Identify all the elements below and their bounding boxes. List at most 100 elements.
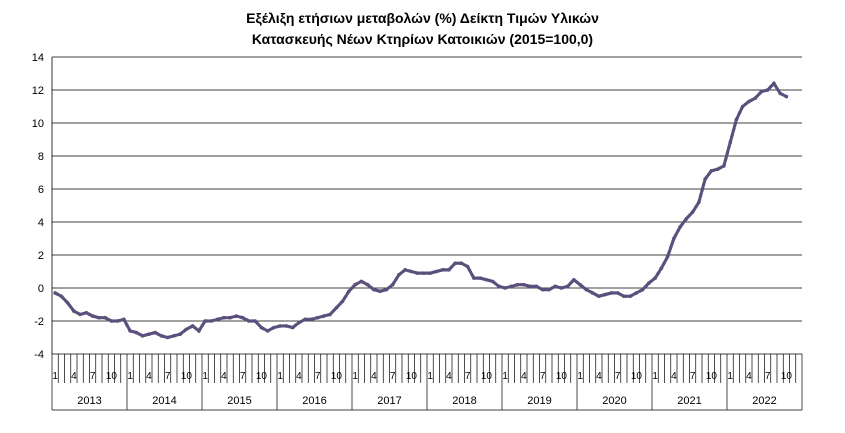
x-tick-label: 4 xyxy=(746,371,752,382)
data-point xyxy=(309,317,314,322)
y-tick-label: 4 xyxy=(38,217,44,229)
data-point xyxy=(59,294,64,299)
data-point xyxy=(509,284,514,289)
data-point xyxy=(547,287,551,292)
x-tick-label: 4 xyxy=(671,371,677,382)
data-point xyxy=(422,271,426,275)
x-tick-label: 10 xyxy=(556,371,568,382)
chart-subtitle: Κατασκευής Νέων Κτηρίων Κατοικιών (2015=… xyxy=(251,31,594,47)
year-label: 2016 xyxy=(302,395,326,407)
x-tick-label: 1 xyxy=(427,371,433,382)
data-point xyxy=(172,334,176,338)
data-point xyxy=(372,287,376,292)
data-point xyxy=(678,225,682,229)
data-point xyxy=(390,282,395,287)
data-point xyxy=(697,200,701,204)
data-point xyxy=(434,269,439,274)
data-point xyxy=(478,276,482,280)
data-point xyxy=(184,327,189,332)
data-point xyxy=(665,254,670,259)
x-tick-label: 7 xyxy=(240,371,246,382)
x-tick-label: 1 xyxy=(277,371,283,382)
data-point xyxy=(565,284,570,289)
data-point xyxy=(97,315,101,320)
x-tick-label: 10 xyxy=(706,371,718,382)
data-point xyxy=(597,294,601,299)
y-tick-label: -2 xyxy=(34,316,44,328)
data-point xyxy=(428,271,432,275)
x-tick-label: 10 xyxy=(406,371,418,382)
data-point xyxy=(53,291,57,295)
chart-title: Εξέλιξη ετήσιων μεταβολών (%) Δείκτη Τιμ… xyxy=(246,10,599,26)
data-point xyxy=(628,294,632,299)
x-tick-label: 7 xyxy=(90,371,96,382)
data-point xyxy=(709,169,714,173)
data-point xyxy=(747,99,751,104)
data-point xyxy=(522,282,526,287)
data-point xyxy=(572,277,576,282)
data-point xyxy=(190,324,195,328)
data-point xyxy=(734,117,739,122)
data-point xyxy=(353,282,357,287)
series-line xyxy=(53,80,788,340)
data-point xyxy=(684,216,689,221)
y-tick-label: 14 xyxy=(32,52,44,64)
data-point xyxy=(784,94,789,99)
y-tick-label: 6 xyxy=(38,184,44,196)
data-point xyxy=(284,324,289,328)
data-point xyxy=(653,276,657,280)
x-tick-label: 10 xyxy=(181,371,193,382)
data-point xyxy=(259,325,264,330)
data-point xyxy=(222,315,226,320)
x-tick-label: 4 xyxy=(371,371,377,382)
data-point xyxy=(659,266,664,271)
data-point xyxy=(590,291,595,295)
data-point xyxy=(340,299,345,304)
y-tick-label: 2 xyxy=(38,250,44,262)
x-tick-label: 7 xyxy=(690,371,696,382)
data-point xyxy=(409,269,414,274)
data-point xyxy=(84,310,89,315)
data-point xyxy=(109,319,114,323)
x-tick-label: 7 xyxy=(615,371,621,382)
data-point xyxy=(178,332,182,337)
x-tick-label: 10 xyxy=(631,371,643,382)
x-tick-label: 7 xyxy=(465,371,471,382)
data-point xyxy=(234,314,239,318)
data-point xyxy=(209,319,214,323)
data-point xyxy=(159,334,164,338)
data-point xyxy=(584,287,589,292)
data-point xyxy=(128,329,132,333)
y-tick-label: 8 xyxy=(38,151,44,163)
x-tick-label: 10 xyxy=(781,371,793,382)
gridlines xyxy=(51,56,802,355)
data-point xyxy=(703,177,707,181)
year-label: 2017 xyxy=(377,395,401,407)
x-tick-label: 1 xyxy=(352,371,358,382)
data-point xyxy=(334,306,339,310)
data-point xyxy=(384,287,389,292)
data-point xyxy=(203,319,207,323)
data-point xyxy=(365,282,370,287)
data-point xyxy=(497,284,501,289)
year-label: 2013 xyxy=(77,395,101,407)
x-tick-label: 10 xyxy=(256,371,268,382)
year-label: 2022 xyxy=(752,395,776,407)
data-point xyxy=(347,289,351,294)
x-tick-label: 4 xyxy=(446,371,452,382)
data-point xyxy=(247,319,251,323)
data-point xyxy=(559,286,564,290)
data-point xyxy=(153,330,157,335)
data-point xyxy=(147,332,151,337)
x-tick-label: 1 xyxy=(652,371,658,382)
x-tick-label: 1 xyxy=(52,371,58,382)
data-point xyxy=(715,167,720,171)
x-tick-label: 4 xyxy=(221,371,227,382)
data-point xyxy=(609,291,614,295)
year-label: 2020 xyxy=(602,395,626,407)
data-point xyxy=(484,277,489,282)
data-point xyxy=(240,315,245,320)
y-tick-label: -4 xyxy=(34,349,44,361)
